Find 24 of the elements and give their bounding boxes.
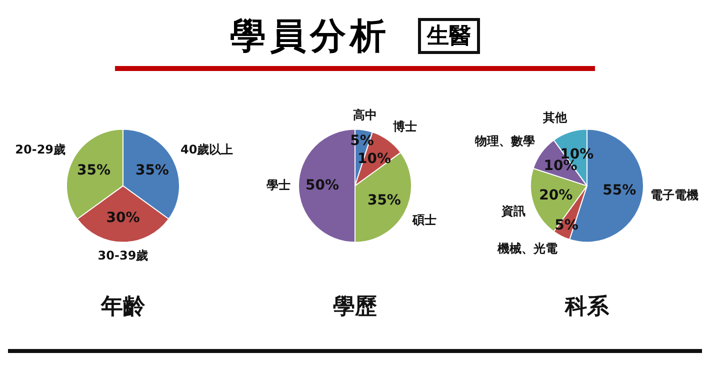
text: 科系 bbox=[564, 294, 610, 320]
slice-label: 學士 bbox=[266, 178, 290, 192]
slice-label: 高中 bbox=[353, 108, 378, 122]
data-label: 30% bbox=[106, 210, 140, 226]
text: 學歷 bbox=[333, 294, 377, 320]
data-label: 35% bbox=[77, 162, 111, 179]
slice-label: 40歲以上 bbox=[180, 142, 234, 157]
slice-label: 20-29歲 bbox=[15, 142, 66, 157]
slice-label: 物理、數學 bbox=[474, 134, 535, 148]
slice-label: 30-39歲 bbox=[98, 248, 148, 262]
slice-label: 電子電機 bbox=[650, 188, 699, 202]
data-label: 35% bbox=[367, 192, 401, 208]
slice-label: 機械、光電 bbox=[496, 241, 558, 256]
data-label: 50% bbox=[305, 177, 339, 194]
slice-label: 碩士 bbox=[411, 213, 436, 228]
text: 生醫 bbox=[418, 18, 480, 54]
text: 學員分析 bbox=[230, 14, 390, 58]
slice-label: 其他 bbox=[542, 110, 568, 125]
data-label: 55% bbox=[602, 182, 636, 199]
data-label: 20% bbox=[539, 188, 573, 204]
text: 年齡 bbox=[100, 294, 146, 320]
slice-label: 博士 bbox=[392, 120, 417, 134]
slice-label: 資訊 bbox=[500, 204, 526, 218]
data-label: 35% bbox=[135, 162, 169, 179]
